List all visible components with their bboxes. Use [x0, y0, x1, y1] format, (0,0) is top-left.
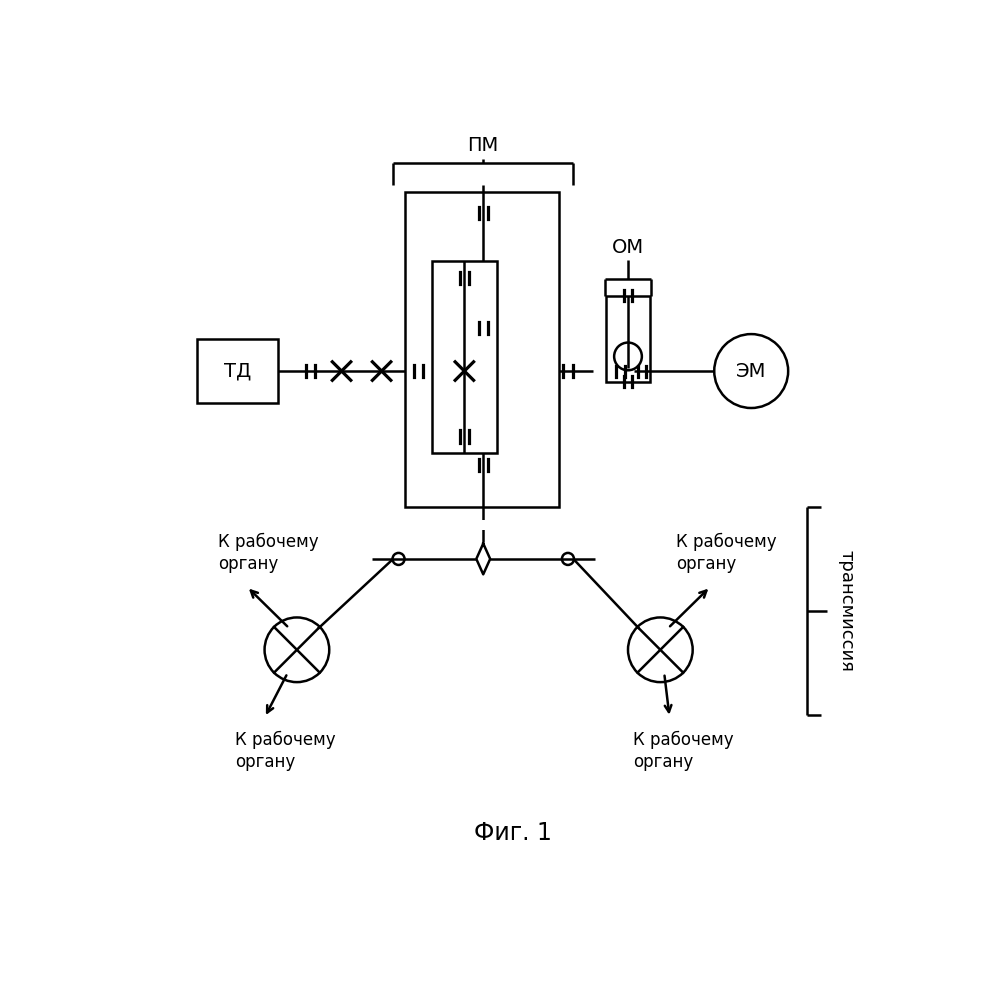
Text: К рабочему
органу: К рабочему органу: [218, 533, 319, 573]
Text: ОМ: ОМ: [612, 238, 644, 257]
Bar: [405, 191, 559, 507]
Text: ЭМ: ЭМ: [736, 362, 766, 381]
Text: К рабочему
органу: К рабочему органу: [633, 731, 734, 771]
Bar: [197, 338, 278, 403]
Bar: [606, 295, 650, 382]
Polygon shape: [476, 543, 490, 574]
Bar: [432, 261, 497, 453]
Text: трансмиссия: трансмиссия: [838, 550, 856, 672]
Text: К рабочему
органу: К рабочему органу: [676, 533, 776, 573]
Text: ПМ: ПМ: [468, 136, 499, 155]
Text: ТД: ТД: [224, 362, 251, 381]
Text: К рабочему
органу: К рабочему органу: [235, 731, 336, 771]
Text: Фиг. 1: Фиг. 1: [474, 821, 551, 845]
